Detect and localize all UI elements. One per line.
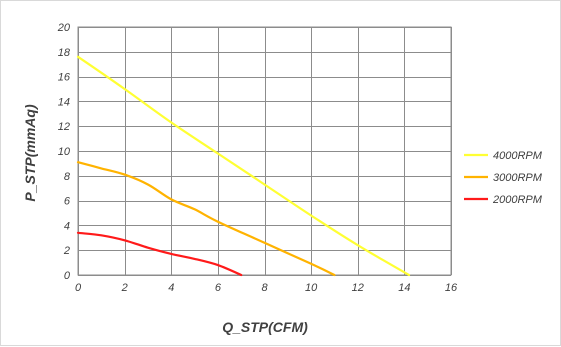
y-tick-label: 0	[64, 270, 71, 282]
x-tick-label: 8	[261, 282, 268, 294]
series-line-4000rpm	[76, 55, 411, 277]
x-tick-label: 16	[445, 282, 458, 294]
y-tick-label: 6	[64, 196, 71, 208]
x-axis-title: Q_STP(CFM)	[222, 319, 308, 335]
x-tick-label: 14	[398, 282, 410, 294]
y-tick-label: 2	[63, 245, 70, 257]
series-line-3000rpm	[76, 161, 336, 277]
legend-label-3000rpm: 3000RPM	[493, 172, 543, 184]
legend-label-2000rpm: 2000RPM	[492, 194, 543, 206]
x-tick-label: 2	[121, 282, 128, 294]
legend: 4000RPM 3000RPM 2000RPM	[464, 150, 543, 206]
series-line-2000rpm	[76, 231, 243, 277]
y-tick-label: 10	[58, 146, 71, 158]
y-tick-label: 12	[58, 121, 70, 133]
x-tick-label: 0	[75, 282, 82, 294]
y-axis-title: P_STP(mmAq)	[22, 104, 38, 202]
y-tick-label: 20	[57, 22, 71, 34]
x-tick-label: 6	[215, 282, 222, 294]
y-tick-label: 8	[64, 171, 71, 183]
x-tick-label: 4	[168, 282, 174, 294]
x-tick-label: 12	[352, 282, 364, 294]
series-lines	[76, 55, 411, 277]
legend-label-4000rpm: 4000RPM	[493, 150, 543, 162]
y-tick-label: 16	[58, 72, 71, 84]
y-tick-label: 14	[58, 96, 70, 108]
tick-labels: 0 2 4 6 8 10 12 14 16 0 2 4 6 8 10 12 14 16 18 20	[57, 22, 458, 294]
y-tick-label: 18	[58, 47, 71, 59]
x-tick-label: 10	[305, 282, 318, 294]
y-tick-label: 4	[64, 220, 70, 232]
